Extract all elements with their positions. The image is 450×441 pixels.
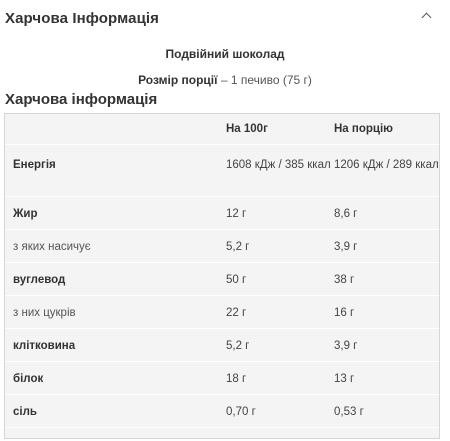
value-per-serving: 8,6 г (334, 207, 358, 220)
value-per-serving: 3,9 г (334, 240, 358, 253)
nutrient-label: Жир (13, 207, 38, 220)
nutrient-label: з них цукрів (13, 306, 76, 319)
table-row: Енергія 1608 кДж / 385 ккал 1206 кДж / 289… (5, 144, 439, 196)
nutrition-accordion-header[interactable]: Харчова Інформація (0, 0, 450, 36)
value-per-100g: 18 г (226, 372, 247, 385)
value-per-100g: 5,2 г (226, 240, 250, 253)
nutrition-table: На 100г На порцію Енергія 1608 кДж / 385 … (5, 114, 439, 428)
flavour-name: Подвійний шоколад (165, 47, 285, 61)
value-per-serving: 0,53 г (334, 405, 364, 418)
nutrient-label: клітковина (13, 339, 76, 352)
serving-size-label: Розмір порції (138, 73, 218, 87)
table-header-row: На 100г На порцію (5, 114, 439, 144)
column-header-per-serving: На порцію (334, 123, 393, 135)
value-per-serving: 38 г (334, 273, 355, 286)
value-per-serving: 13 г (334, 372, 355, 385)
value-per-100g: 50 г (226, 273, 247, 286)
table-row: з них цукрів 22 г 16 г (5, 295, 439, 328)
table-row: з яких насичує 5,2 г 3,9 г (5, 229, 439, 262)
nutrient-label: сіль (13, 405, 37, 418)
value-per-100g: 1608 кДж / 385 ккал (226, 158, 331, 171)
nutrient-label: Енергія (13, 158, 56, 171)
column-header-nutrient (5, 114, 224, 144)
table-row: сіль 0,70 г 0,53 г (5, 394, 439, 427)
nutrition-table-container: На 100г На порцію Енергія 1608 кДж / 385 … (4, 113, 440, 439)
value-per-100g: 22 г (226, 306, 247, 319)
nutrient-label: з яких насичує (13, 240, 91, 253)
value-per-100g: 0,70 г (226, 405, 256, 418)
serving-size-value: – 1 печиво (75 г) (217, 73, 312, 87)
nutrition-table-title: Харчова інформація (5, 91, 158, 108)
value-per-100g: 5,2 г (226, 339, 250, 352)
nutrient-label: вуглевод (13, 273, 66, 286)
value-per-serving: 16 г (334, 306, 355, 319)
value-per-100g: 12 г (226, 207, 247, 220)
value-per-serving: 3,9 г (334, 339, 358, 352)
value-per-serving: 1206 кДж / 289 ккал (334, 158, 439, 171)
column-header-per-100g: На 100г (226, 123, 268, 135)
table-row: білок 18 г 13 г (5, 361, 439, 394)
table-row: Жир 12 г 8,6 г (5, 196, 439, 229)
nutrition-table-body: Енергія 1608 кДж / 385 ккал 1206 кДж / 289… (5, 144, 439, 427)
chevron-up-icon[interactable] (421, 12, 432, 23)
accordion-title: Харчова Інформація (5, 10, 160, 27)
table-row: вуглевод 50 г 38 г (5, 262, 439, 295)
serving-size: Розмір порції – 1 печиво (75 г) (0, 73, 450, 87)
nutrient-label: білок (13, 372, 44, 385)
table-row: клітковина 5,2 г 3,9 г (5, 328, 439, 361)
